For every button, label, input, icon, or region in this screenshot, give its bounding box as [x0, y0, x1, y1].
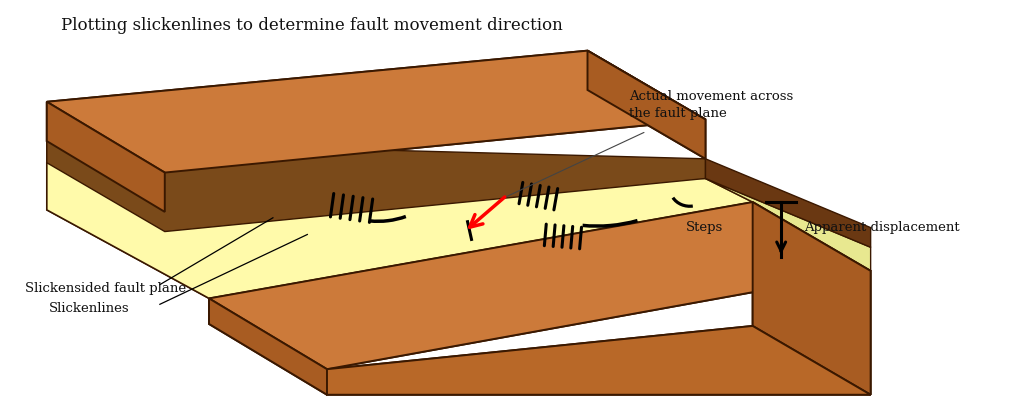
Polygon shape: [47, 102, 165, 212]
Polygon shape: [47, 102, 165, 212]
Text: Plotting slickenlines to determine fault movement direction: Plotting slickenlines to determine fault…: [61, 17, 563, 34]
Polygon shape: [209, 298, 327, 395]
Polygon shape: [209, 298, 327, 395]
Polygon shape: [706, 159, 870, 247]
Polygon shape: [209, 202, 870, 369]
Polygon shape: [588, 51, 706, 159]
Polygon shape: [327, 326, 870, 395]
Polygon shape: [47, 51, 706, 173]
Text: Slickensided fault plane: Slickensided fault plane: [26, 282, 186, 295]
Text: Steps: Steps: [686, 221, 723, 234]
Polygon shape: [47, 51, 706, 173]
Text: Apparent displacement: Apparent displacement: [804, 221, 959, 234]
Polygon shape: [327, 326, 870, 395]
Polygon shape: [209, 202, 870, 369]
Text: Slickenlines: Slickenlines: [49, 302, 129, 315]
Text: Actual movement across
the fault plane: Actual movement across the fault plane: [629, 90, 793, 120]
Polygon shape: [588, 51, 706, 159]
Polygon shape: [753, 202, 870, 395]
Polygon shape: [753, 202, 870, 395]
Polygon shape: [706, 178, 870, 271]
Polygon shape: [47, 141, 706, 231]
Polygon shape: [47, 141, 209, 298]
Polygon shape: [47, 163, 753, 298]
